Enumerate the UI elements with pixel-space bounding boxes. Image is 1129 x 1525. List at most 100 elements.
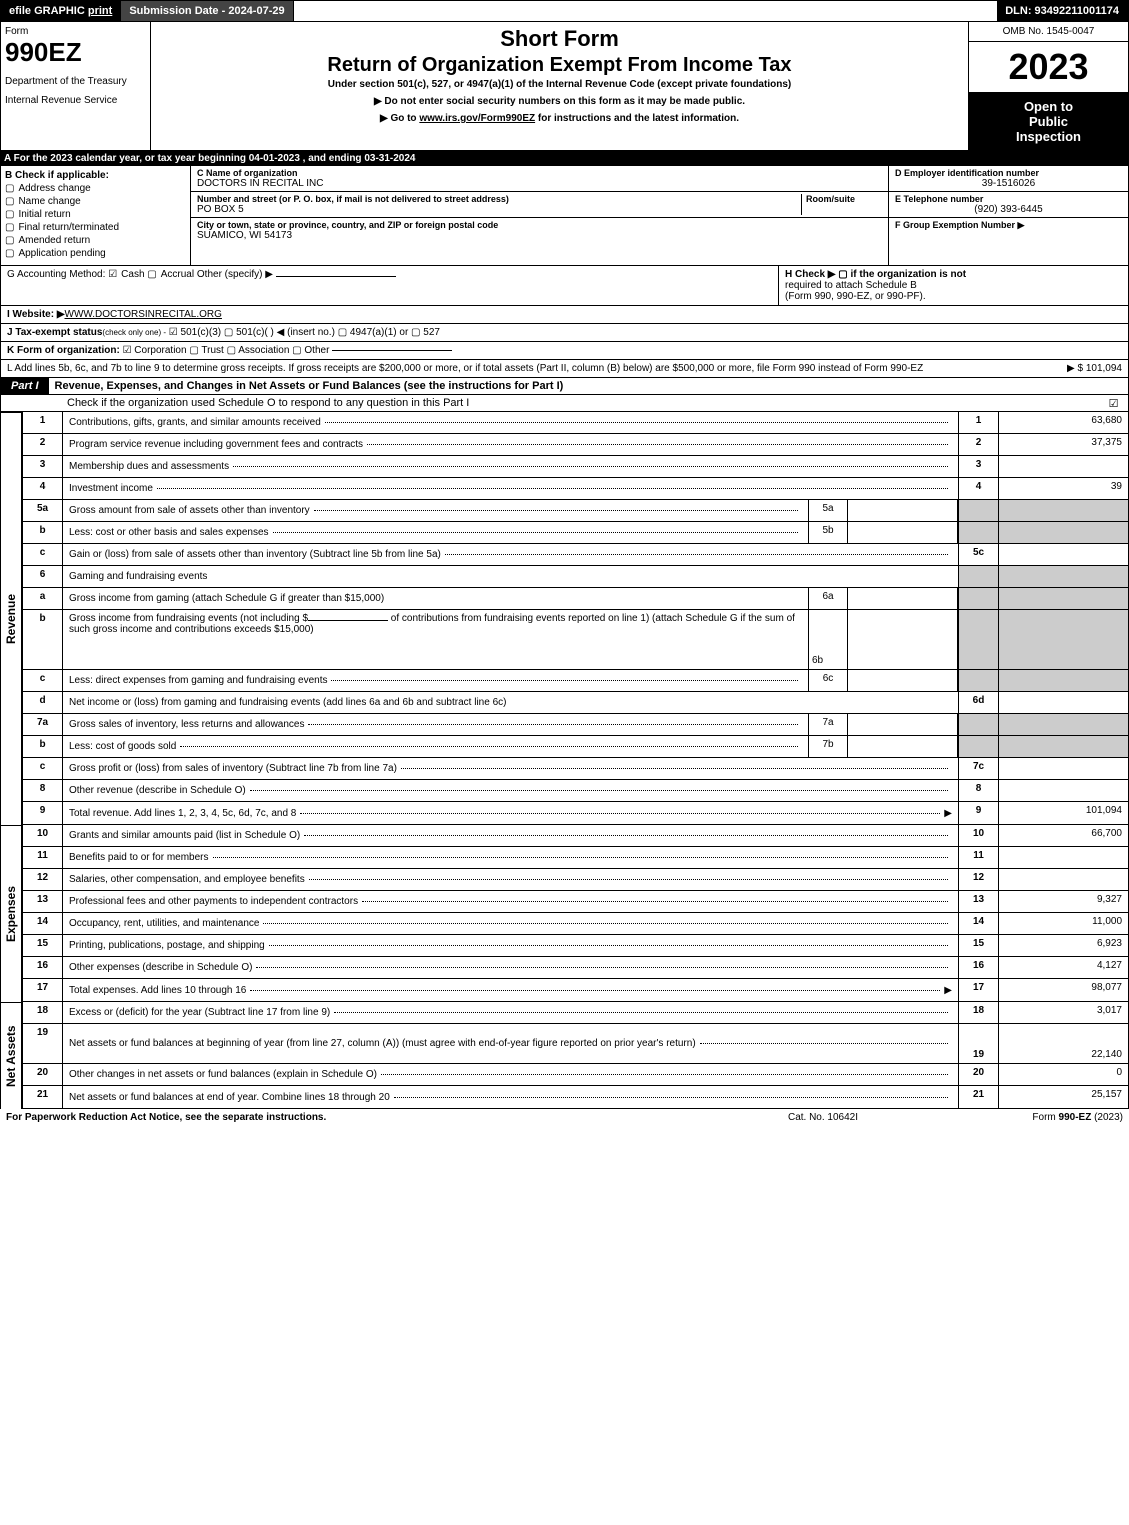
part1-checkbox[interactable] — [1103, 397, 1128, 410]
k-other-input[interactable] — [332, 350, 452, 351]
header-center: Short Form Return of Organization Exempt… — [151, 22, 968, 150]
cb-address-change[interactable]: Address change — [5, 183, 186, 194]
info-grid: B Check if applicable: Address change Na… — [0, 166, 1129, 266]
l5b-num: b — [23, 522, 63, 543]
group-cell: F Group Exemption Number ▶ — [889, 218, 1128, 233]
h-line3: (Form 990, 990-EZ, or 990-PF). — [785, 291, 1122, 302]
section-a-year: A For the 2023 calendar year, or tax yea… — [0, 151, 1129, 166]
l6d-desc: Net income or (loss) from gaming and fun… — [69, 697, 506, 708]
l5b-rnum — [958, 522, 998, 543]
l4-rnum: 4 — [958, 478, 998, 499]
cb-application-pending[interactable]: Application pending — [5, 248, 186, 259]
l6d-val — [998, 692, 1128, 713]
l2-num: 2 — [23, 434, 63, 455]
h-line1: H Check ▶ ▢ if the organization is not — [785, 269, 1122, 280]
g-cash[interactable]: Cash — [108, 269, 144, 280]
cb-name-change[interactable]: Name change — [5, 196, 186, 207]
dln-label: DLN: 93492211001174 — [997, 1, 1128, 21]
l18-desc: Excess or (deficit) for the year (Subtra… — [69, 1007, 330, 1018]
l6c-subval — [848, 670, 958, 691]
irs-link[interactable]: www.irs.gov/Form990EZ — [419, 113, 535, 124]
i-label: I Website: ▶ — [7, 309, 65, 320]
form-header: Form 990EZ Department of the Treasury In… — [0, 22, 1129, 151]
l6-rnum — [958, 566, 998, 587]
l17-rnum: 17 — [958, 979, 998, 1001]
h-line2: required to attach Schedule B — [785, 280, 1122, 291]
notice-goto: ▶ Go to www.irs.gov/Form990EZ for instru… — [155, 113, 964, 124]
footer-right-bold: 990-EZ — [1059, 1112, 1092, 1123]
j-label: J Tax-exempt status — [7, 327, 102, 338]
arrow-icon: ▶ — [944, 808, 952, 819]
page-footer: For Paperwork Reduction Act Notice, see … — [0, 1109, 1129, 1126]
l18-num: 18 — [23, 1002, 63, 1023]
ein-value: 39-1516026 — [895, 178, 1122, 189]
footer-right-post: (2023) — [1094, 1112, 1123, 1123]
l3-val — [998, 456, 1128, 477]
l7a-sub: 7a — [808, 714, 848, 735]
l5c-desc: Gain or (loss) from sale of assets other… — [69, 549, 441, 560]
l1-val: 63,680 — [998, 412, 1128, 433]
row-l: L Add lines 5b, 6c, and 7b to line 9 to … — [0, 360, 1129, 378]
l7b-subval — [848, 736, 958, 757]
l14-num: 14 — [23, 913, 63, 934]
l9-num: 9 — [23, 802, 63, 824]
street-label: Number and street (or P. O. box, if mail… — [197, 194, 797, 204]
l4-num: 4 — [23, 478, 63, 499]
l6d-num: d — [23, 692, 63, 713]
tax-year: 2023 — [969, 42, 1128, 93]
l7b-desc: Less: cost of goods sold — [69, 741, 176, 752]
part1-label: Part I — [1, 378, 49, 394]
cb-initial-return[interactable]: Initial return — [5, 209, 186, 220]
city-cell: City or town, state or province, country… — [191, 218, 888, 243]
row-h: H Check ▶ ▢ if the organization is not r… — [778, 266, 1128, 305]
footer-left: For Paperwork Reduction Act Notice, see … — [6, 1112, 723, 1123]
l5a-rnum — [958, 500, 998, 521]
ein-cell: D Employer identification number 39-1516… — [889, 166, 1128, 192]
cb-final-return[interactable]: Final return/terminated — [5, 222, 186, 233]
city-label: City or town, state or province, country… — [197, 220, 882, 230]
l21-desc: Net assets or fund balances at end of ye… — [69, 1092, 390, 1103]
row-gh: G Accounting Method: Cash Accrual Other … — [0, 266, 1129, 306]
l16-rnum: 16 — [958, 957, 998, 978]
g-accrual[interactable]: Accrual — [147, 269, 194, 280]
l9-val: 101,094 — [998, 802, 1128, 824]
l5a-sub: 5a — [808, 500, 848, 521]
col-de: D Employer identification number 39-1516… — [888, 166, 1128, 265]
cb-amended-return[interactable]: Amended return — [5, 235, 186, 246]
l16-num: 16 — [23, 957, 63, 978]
l13-num: 13 — [23, 891, 63, 912]
l10-rnum: 10 — [958, 825, 998, 846]
phone-label: E Telephone number — [895, 194, 1122, 204]
l17-val: 98,077 — [998, 979, 1128, 1001]
l5c-rnum: 5c — [958, 544, 998, 565]
notice-post: for instructions and the latest informat… — [538, 113, 739, 124]
efile-label: efile GRAPHIC — [9, 5, 85, 17]
l15-rnum: 15 — [958, 935, 998, 956]
l19-rnum: 19 — [958, 1024, 998, 1063]
l6d-rnum: 6d — [958, 692, 998, 713]
l18-val: 3,017 — [998, 1002, 1128, 1023]
i-website[interactable]: WWW.DOCTORSINRECITAL.ORG — [65, 309, 222, 320]
l6a-desc: Gross income from gaming (attach Schedul… — [69, 593, 384, 604]
l6c-num: c — [23, 670, 63, 691]
efile-graphic-button[interactable]: efile GRAPHIC print — [1, 1, 121, 21]
l5b-desc: Less: cost or other basis and sales expe… — [69, 527, 269, 538]
revenue-section: Revenue 1Contributions, gifts, grants, a… — [0, 412, 1129, 825]
g-other-input[interactable] — [276, 276, 396, 277]
l8-num: 8 — [23, 780, 63, 801]
print-link[interactable]: print — [88, 5, 112, 17]
org-name-label: C Name of organization — [197, 168, 882, 178]
l1-desc: Contributions, gifts, grants, and simila… — [69, 417, 321, 428]
l-text: L Add lines 5b, 6c, and 7b to line 9 to … — [7, 363, 923, 374]
room-label: Room/suite — [806, 194, 882, 204]
l5b-subval — [848, 522, 958, 543]
l17-desc: Total expenses. Add lines 10 through 16 — [69, 985, 246, 996]
revenue-sidelabel: Revenue — [0, 412, 22, 825]
l6b-rval — [998, 610, 1128, 669]
l12-desc: Salaries, other compensation, and employ… — [69, 874, 305, 885]
g-label: G Accounting Method: — [7, 269, 105, 280]
l5b-rval — [998, 522, 1128, 543]
l5a-desc: Gross amount from sale of assets other t… — [69, 505, 310, 516]
l7a-subval — [848, 714, 958, 735]
l9-desc: Total revenue. Add lines 1, 2, 3, 4, 5c,… — [69, 808, 296, 819]
